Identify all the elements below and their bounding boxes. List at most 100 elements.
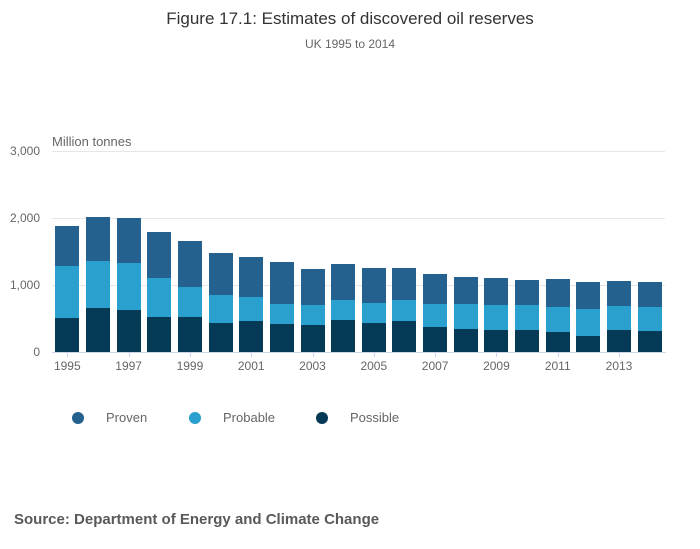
bar-segment-1997-possible [116,310,141,352]
bar-segment-2005-possible [361,323,386,352]
legend-dot-probable [189,412,201,424]
bar-segment-2005-probable [361,303,386,324]
bar-segment-1997-probable [116,263,141,311]
x-tick-label-2005: 2005 [360,359,388,373]
bar-segment-2000-possible [208,322,233,352]
bar-segment-1995-proven [55,226,80,267]
bar-segment-2009-probable [484,304,509,331]
x-tick-2009 [496,353,498,357]
bar-segment-2004-possible [331,319,356,352]
bar-segment-2001-proven [239,257,264,298]
x-tick-label-2013: 2013 [605,359,633,373]
bar-segment-2014-possible [637,330,662,352]
bar-segment-2013-possible [607,330,632,352]
bar-segment-2006-probable [392,300,417,321]
y-axis-title: Million tonnes [52,134,132,149]
x-tick-label-1995: 1995 [53,359,81,373]
bar-segment-1998-probable [147,278,172,318]
bar-segment-2000-proven [208,253,233,296]
bar-segment-2010-proven [515,279,540,305]
gridline-2000 [52,218,665,219]
bar-segment-2009-possible [484,330,509,352]
x-tick-1999 [189,353,191,357]
bar-segment-2007-probable [423,304,448,327]
chart-subtitle: UK 1995 to 2014 [304,37,396,51]
x-tick-label-2009: 2009 [483,359,510,373]
bar-segment-1996-probable [85,260,110,309]
bar-segment-1998-possible [147,317,172,352]
bar-segment-2008-possible [453,328,478,352]
bar-segment-2001-probable [239,297,264,322]
x-tick-2005 [373,353,375,357]
legend-label-proven: Proven [106,410,148,425]
bar-segment-2003-probable [300,305,325,325]
bar-segment-2014-proven [637,282,662,308]
bar-segment-2008-proven [453,277,478,304]
bar-segment-1998-proven [147,232,172,279]
bar-segment-2011-possible [545,331,570,352]
bar-segment-1999-possible [177,316,202,352]
legend-label-probable: Probable [223,410,276,425]
x-tick-2007 [435,353,437,357]
x-tick-2003 [312,353,314,357]
bar-segment-2007-proven [423,273,448,305]
bar-segment-2014-probable [637,307,662,331]
x-axis-line [52,352,666,353]
y-tick-label-3000: 3,000 [9,144,40,158]
bar-segment-2004-probable [331,299,356,320]
bar-segment-2013-proven [607,280,632,307]
bar-segment-2006-possible [392,320,417,352]
x-tick-2001 [251,353,253,357]
chart-title: Figure 17.1: Estimates of discovered oil… [166,9,534,28]
bar-segment-2012-possible [576,336,601,352]
x-tick-label-1997: 1997 [115,359,142,373]
x-tick-2011 [557,353,559,357]
bar-segment-2012-proven [576,281,601,309]
gridline-3000 [52,151,665,152]
bar-segment-2012-probable [576,308,601,337]
bar-segment-1999-probable [177,287,202,317]
bar-segment-2005-proven [361,268,386,304]
bar-segment-1997-proven [116,217,141,264]
legend-dot-proven [72,412,84,424]
bar-segment-2002-probable [269,304,294,324]
gridline-1000 [52,285,665,286]
bar-segment-2008-probable [453,303,478,329]
bar-segment-2000-probable [208,295,233,323]
x-tick-1995 [67,353,69,357]
bar-segment-1996-possible [85,308,110,352]
bar-segment-2003-possible [300,324,325,352]
bar-segment-2009-proven [484,278,509,305]
x-tick-label-1999: 1999 [176,359,204,373]
bar-segment-1995-probable [55,266,80,319]
bar-segment-2013-probable [607,306,632,331]
bar-segment-2003-proven [300,268,325,306]
x-tick-2013 [619,353,621,357]
bar-segment-1995-possible [55,318,80,352]
y-tick-label-2000: 2,000 [9,211,40,225]
legend-dot-possible [316,412,328,424]
bar-segment-2002-proven [269,262,294,305]
bar-segment-2007-possible [423,326,448,352]
legend-item-proven[interactable]: Proven [72,408,182,428]
legend-label-possible: Possible [350,410,400,425]
plot-area [52,151,665,352]
x-tick-1997 [128,353,130,357]
x-tick-label-2007: 2007 [421,359,449,373]
bar-segment-2010-probable [515,304,540,330]
legend: Proven Probable Possible [0,408,700,428]
x-tick-label-2001: 2001 [237,359,265,373]
bar-segment-2004-proven [331,263,356,300]
bar-segment-2002-possible [269,323,294,352]
bar-segment-2001-possible [239,321,264,352]
y-tick-label-0: 0 [33,345,40,359]
legend-item-probable[interactable]: Probable [189,408,299,428]
bar-segment-2011-probable [545,307,570,332]
x-tick-label-2011: 2011 [544,359,571,373]
source-caption: Source: Department of Energy and Climate… [14,511,380,528]
x-tick-label-2003: 2003 [299,359,326,373]
y-tick-label-1000: 1,000 [9,278,40,292]
legend-item-possible[interactable]: Possible [316,408,426,428]
bar-segment-1996-proven [85,217,110,261]
